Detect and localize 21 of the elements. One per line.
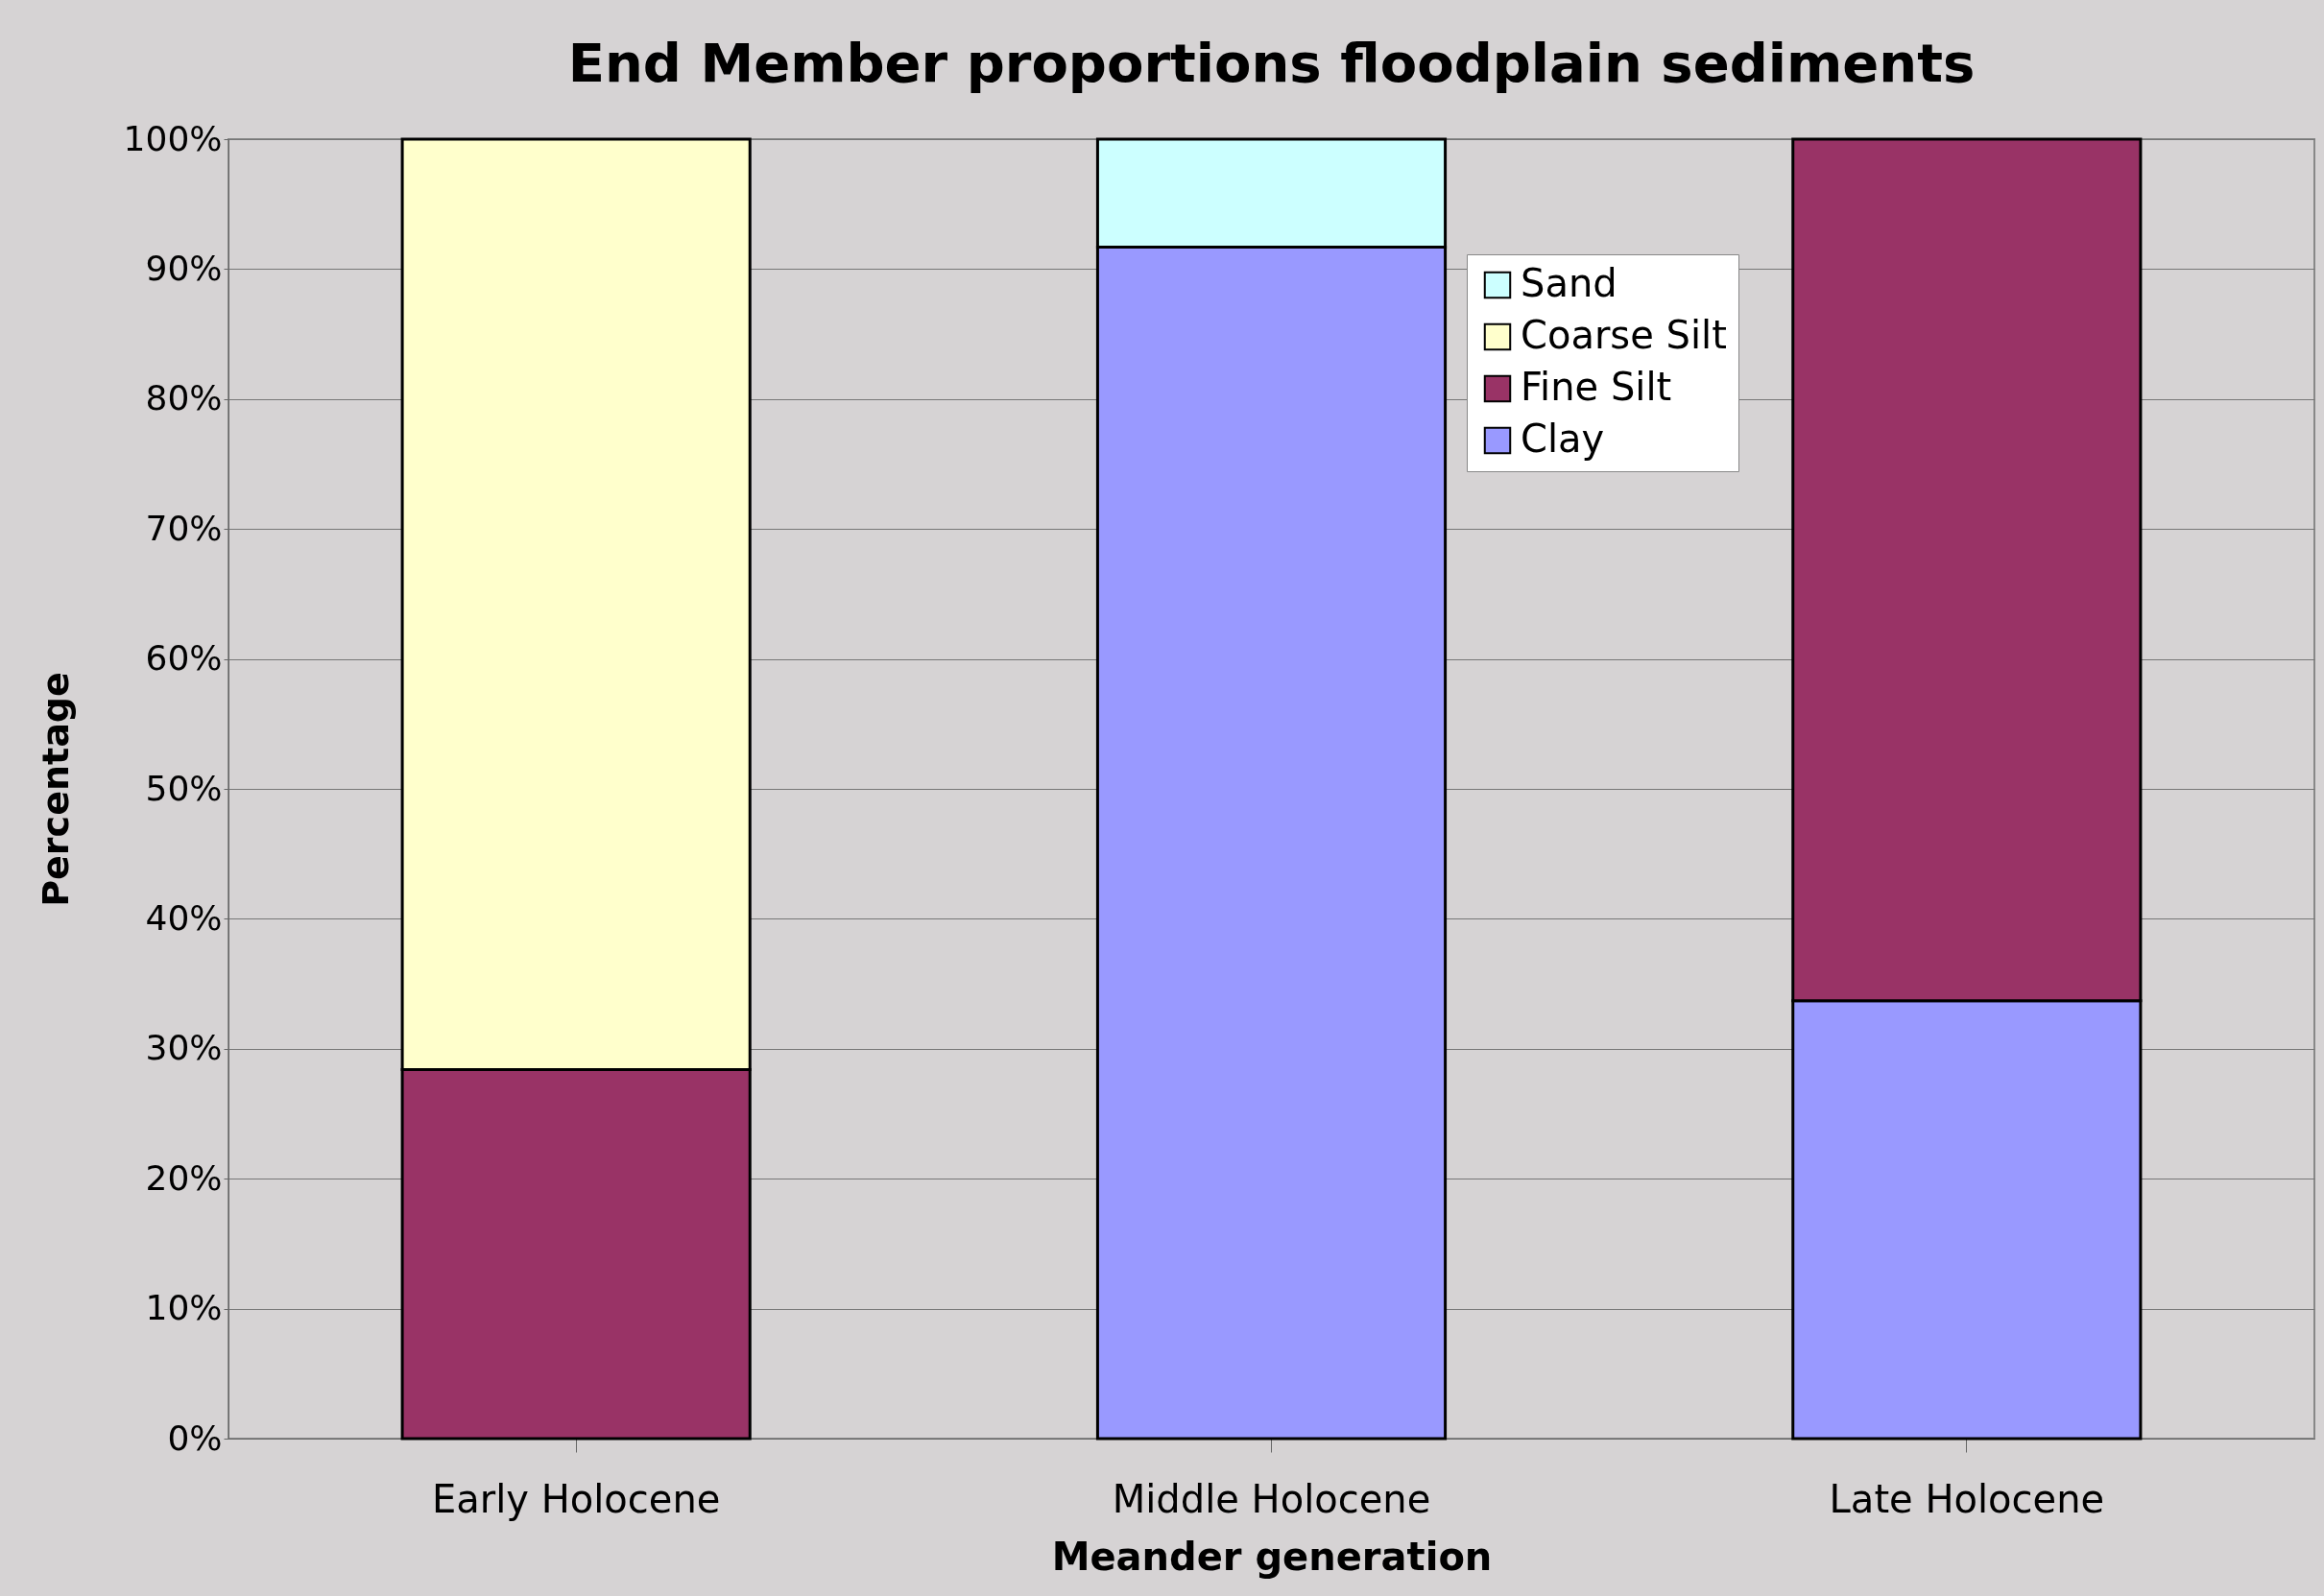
- x-tick-label: Late Holocene: [1829, 1476, 2105, 1521]
- y-tick-label: 80%: [145, 378, 223, 418]
- y-tick-label: 20%: [145, 1157, 223, 1198]
- y-tick-label: 0%: [167, 1417, 223, 1458]
- y-tick-label: 40%: [145, 897, 223, 938]
- x-tick-label: Early Holocene: [431, 1476, 721, 1521]
- y-tick-label: 90%: [145, 248, 223, 288]
- y-tick-label: 30%: [145, 1028, 223, 1068]
- legend-label: Fine Silt: [1521, 365, 1672, 409]
- y-tick-label: 100%: [123, 118, 223, 158]
- x-axis-title: Meander generation: [1051, 1534, 1493, 1579]
- legend-label: Clay: [1521, 417, 1605, 461]
- y-tick-label: 60%: [145, 638, 223, 679]
- y-tick-label: 50%: [145, 768, 223, 808]
- y-tick-label: 70%: [145, 508, 223, 548]
- chart-title: End Member proportions floodplain sediments: [567, 32, 1976, 94]
- y-axis-title: Percentage: [34, 672, 77, 907]
- legend-label: Coarse Silt: [1521, 313, 1727, 357]
- y-tick-label: 10%: [145, 1288, 223, 1328]
- x-tick-label: Middle Holocene: [1112, 1476, 1431, 1521]
- legend-label: Sand: [1521, 261, 1617, 305]
